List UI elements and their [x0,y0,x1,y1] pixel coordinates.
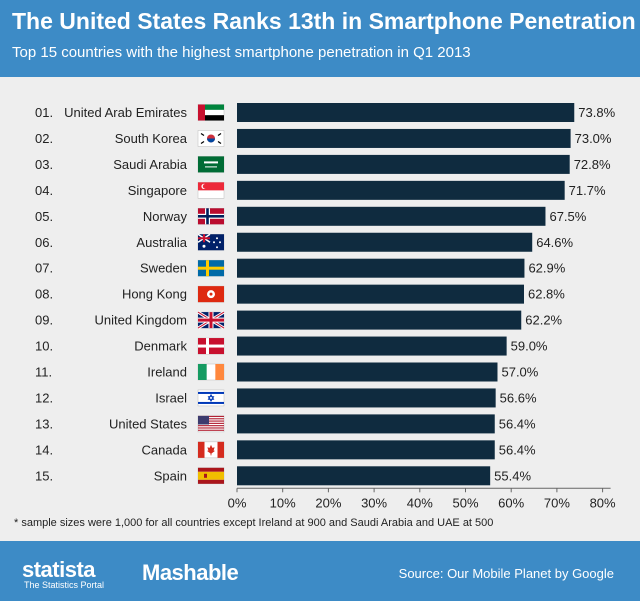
category-label: Sweden [140,261,187,276]
bar [237,336,507,356]
category-label: Israel [155,390,187,405]
mashable-logo[interactable]: Mashable [142,560,239,585]
category-label: United States [109,416,188,431]
chart-title: The United States Ranks 13th in Smartpho… [12,8,636,34]
data-label: 62.8% [528,287,565,302]
footnote: * sample sizes were 1,000 for all countr… [14,517,494,529]
data-label: 56.4% [499,416,536,431]
south-korea-flag-icon [197,130,225,147]
bar [237,440,495,460]
rank-label: 15. [35,468,53,483]
rank-label: 11. [35,365,52,380]
category-label: United Kingdom [95,313,188,328]
rank-label: 04. [35,183,53,198]
bar [237,362,498,382]
x-tick-label: 20% [315,495,341,510]
x-tick-label: 80% [590,495,616,510]
australia-flag-icon [197,233,225,251]
rank-label: 10. [35,339,53,354]
rank-label: 01. [35,105,53,120]
x-tick-label: 10% [270,495,296,510]
bar [237,414,495,434]
sweden-flag-icon [197,259,225,277]
statista-tagline: The Statistics Portal [24,580,105,590]
hong-kong-flag-icon [197,285,225,303]
x-tick-label: 70% [544,495,570,510]
denmark-flag-icon [197,337,225,355]
rank-label: 13. [35,416,53,431]
bar [237,180,565,200]
ireland-flag-icon [197,363,225,381]
rank-label: 02. [35,131,53,146]
category-label: Norway [143,209,188,224]
bar [237,284,524,304]
x-tick-label: 60% [498,495,524,510]
category-label: Ireland [147,365,187,380]
data-label: 64.6% [536,235,573,250]
rank-label: 09. [35,313,53,328]
rank-label: 03. [35,157,53,172]
footer-banner [0,541,640,601]
bar [237,466,491,486]
source-credit: Source: Our Mobile Planet by Google [398,566,614,581]
category-label: Hong Kong [122,287,187,302]
rank-label: 12. [35,390,53,405]
israel-flag-icon [197,389,225,407]
data-label: 56.6% [500,390,537,405]
data-label: 73.0% [575,131,612,146]
header-banner [0,0,640,77]
category-label: South Korea [115,131,188,146]
category-label: Denmark [134,339,187,354]
bar [237,103,575,122]
data-label: 62.9% [528,261,565,276]
category-label: Canada [141,442,187,457]
data-label: 57.0% [501,365,538,380]
chart-area [0,77,640,541]
bar [237,310,522,330]
rank-label: 06. [35,235,53,250]
norway-flag-icon [197,208,225,225]
data-label: 59.0% [511,339,548,354]
rank-label: 14. [35,442,53,457]
rank-label: 08. [35,287,53,302]
category-label: United Arab Emirates [64,105,187,120]
data-label: 72.8% [574,157,611,172]
data-label: 62.2% [525,313,562,328]
category-label: Spain [154,468,187,483]
data-label: 73.8% [578,105,615,120]
data-label: 55.4% [494,468,531,483]
x-tick-label: 40% [407,495,433,510]
rank-label: 07. [35,261,53,276]
category-label: Singapore [128,183,187,198]
bar [237,388,496,408]
bar [237,154,570,174]
uae-flag-icon [197,104,225,121]
spain-flag-icon [197,467,225,485]
data-label: 56.4% [499,442,536,457]
x-tick-label: 30% [361,495,387,510]
category-label: Australia [136,235,187,250]
x-tick-label: 0% [228,495,247,510]
bar [237,128,571,148]
bar [237,206,546,226]
bar-chart: 01. United Arab Emirates 73.8% 02. South Kor… [35,103,616,510]
data-label: 71.7% [569,183,606,198]
uk-flag-icon [197,310,225,330]
chart-subtitle: Top 15 countries with the highest smartp… [12,44,471,61]
usa-flag-icon [197,415,225,433]
singapore-flag-icon [197,182,225,199]
data-label: 67.5% [549,209,586,224]
saudi-arabia-flag-icon [197,156,225,173]
bar [237,232,533,252]
rank-label: 05. [35,209,53,224]
category-label: Saudi Arabia [113,157,187,172]
statista-logo[interactable]: statista [22,557,96,582]
canada-flag-icon [197,441,225,459]
x-tick-label: 50% [452,495,478,510]
bar [237,258,525,278]
